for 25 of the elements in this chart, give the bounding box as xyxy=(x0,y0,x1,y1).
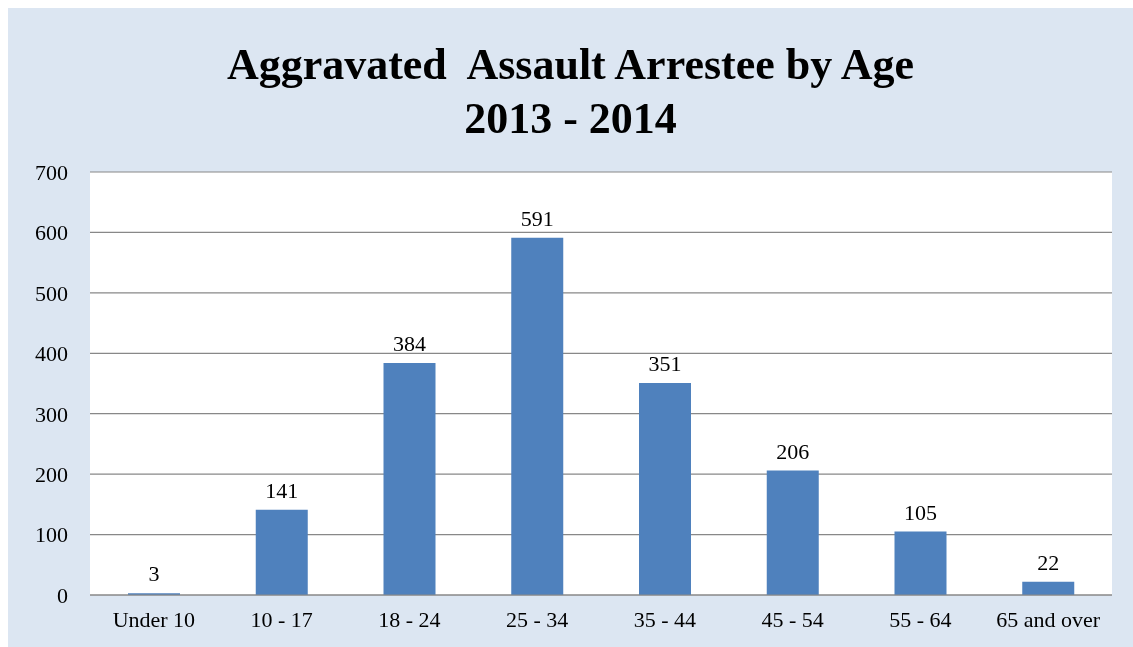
data-label: 384 xyxy=(393,330,426,356)
data-label: 591 xyxy=(520,205,554,231)
y-tick-label: 600 xyxy=(35,220,68,246)
y-tick-label: 200 xyxy=(35,461,68,487)
x-tick-label: 65 and over xyxy=(996,606,1101,632)
data-label: 3 xyxy=(148,561,160,587)
y-tick-label: 0 xyxy=(57,582,68,608)
y-tick-label: 700 xyxy=(35,159,68,185)
data-label: 351 xyxy=(648,350,682,376)
x-tick-label: 45 - 54 xyxy=(761,606,824,632)
x-tick-label: 55 - 64 xyxy=(889,606,952,632)
chart-title: Aggravated Assault Arrestee by Age 2013 - 2014 xyxy=(225,39,916,145)
x-tick-label: 25 - 34 xyxy=(505,606,569,632)
data-label: 22 xyxy=(1037,549,1060,575)
data-label: 206 xyxy=(776,438,810,464)
x-tick-label: 35 - 44 xyxy=(633,606,697,632)
y-tick-label: 100 xyxy=(35,522,68,548)
x-tick-label: 18 - 24 xyxy=(378,606,441,632)
x-tick-label: Under 10 xyxy=(112,606,196,632)
y-tick-label: 300 xyxy=(35,401,68,427)
x-tick-label: 10 - 17 xyxy=(250,606,313,632)
data-label: 141 xyxy=(265,477,299,503)
y-tick-label: 500 xyxy=(35,280,68,306)
y-tick-label: 400 xyxy=(35,341,68,367)
data-label: 105 xyxy=(904,499,937,525)
